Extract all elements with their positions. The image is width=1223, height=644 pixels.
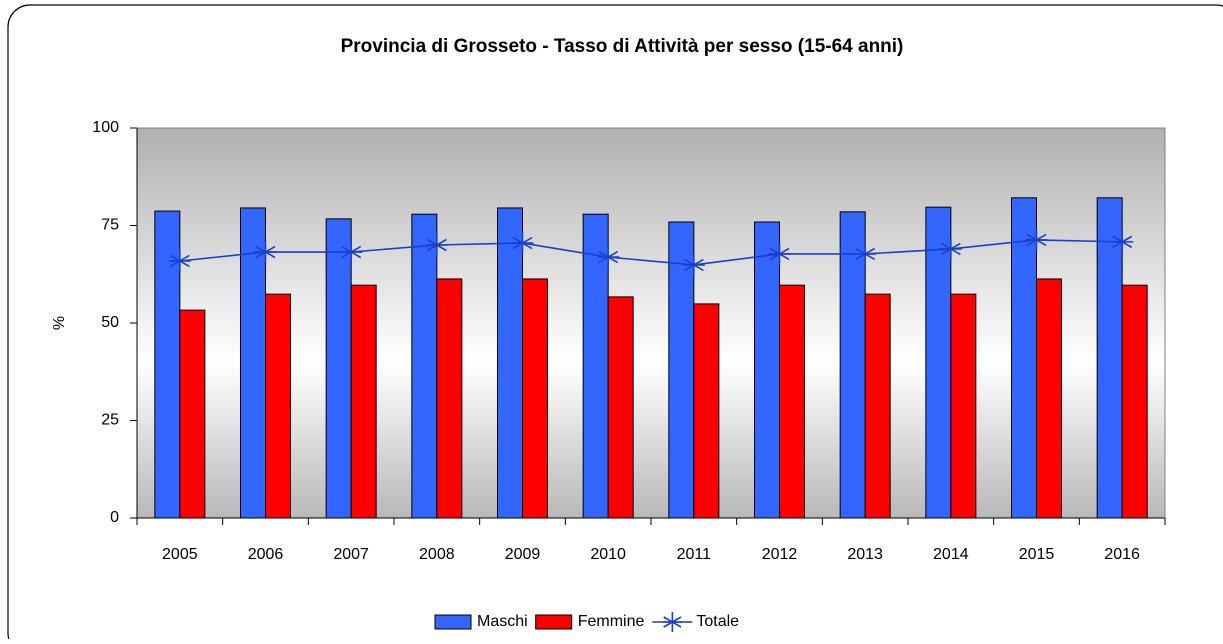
marker [425, 234, 448, 256]
bar [154, 210, 181, 519]
x-tick-label: 2013 [847, 546, 883, 563]
plot-area [136, 127, 1166, 519]
legend-swatch [535, 614, 573, 630]
bar [325, 218, 352, 519]
x-tick-label: 2010 [590, 546, 626, 563]
y-axis-label: % [51, 316, 68, 330]
y-tick-label: 75 [101, 217, 119, 234]
legend-label: Totale [696, 613, 739, 630]
x-tick-label: 2012 [762, 546, 798, 563]
legend-swatch [434, 614, 472, 630]
bar [1121, 284, 1148, 519]
bar [436, 278, 463, 519]
marker [597, 246, 620, 269]
bar [240, 207, 266, 519]
bar [1011, 197, 1037, 519]
bar [411, 213, 438, 519]
x-tick-label: 2006 [248, 546, 284, 563]
y-tick-label: 0 [110, 509, 119, 526]
legend-marker [662, 612, 683, 632]
marker [1111, 230, 1134, 253]
marker [1025, 228, 1048, 251]
y-tick-label: 100 [92, 119, 119, 136]
marker [168, 249, 191, 272]
bar [839, 211, 866, 519]
x-tick-label: 2011 [677, 546, 712, 563]
bar [754, 221, 780, 519]
chart-title: Provincia di Grosseto - Tasso di Attivit… [341, 36, 904, 57]
bar [265, 293, 291, 519]
legend-label: Femmine [578, 613, 645, 630]
x-tick-label: 2008 [419, 546, 455, 563]
x-tick-label: 2016 [1104, 546, 1140, 563]
x-tick-label: 2014 [933, 546, 969, 563]
bar [925, 206, 952, 519]
bar [668, 221, 695, 519]
x-tick-label: 2009 [505, 546, 541, 563]
legend-label: Maschi [477, 613, 528, 630]
x-tick-label: 2015 [1019, 546, 1055, 563]
marker [340, 241, 363, 264]
bar [950, 293, 977, 519]
marker [768, 242, 791, 265]
y-tick-label: 25 [101, 412, 119, 429]
marker [854, 242, 877, 265]
bar [779, 284, 805, 519]
bar [1036, 278, 1062, 519]
marker [939, 237, 962, 260]
bar [497, 207, 523, 519]
bar [607, 296, 634, 519]
marker [254, 241, 277, 264]
bar [522, 278, 548, 519]
marker [682, 253, 705, 276]
marker [511, 232, 534, 255]
bar [179, 309, 206, 519]
bar [350, 284, 377, 519]
line [179, 239, 1123, 266]
y-tick-label: 50 [101, 314, 119, 331]
bar [864, 293, 891, 519]
x-tick-label: 2005 [162, 546, 198, 563]
x-tick-label: 2007 [333, 546, 369, 563]
bar [1096, 197, 1123, 519]
bar [693, 303, 720, 519]
